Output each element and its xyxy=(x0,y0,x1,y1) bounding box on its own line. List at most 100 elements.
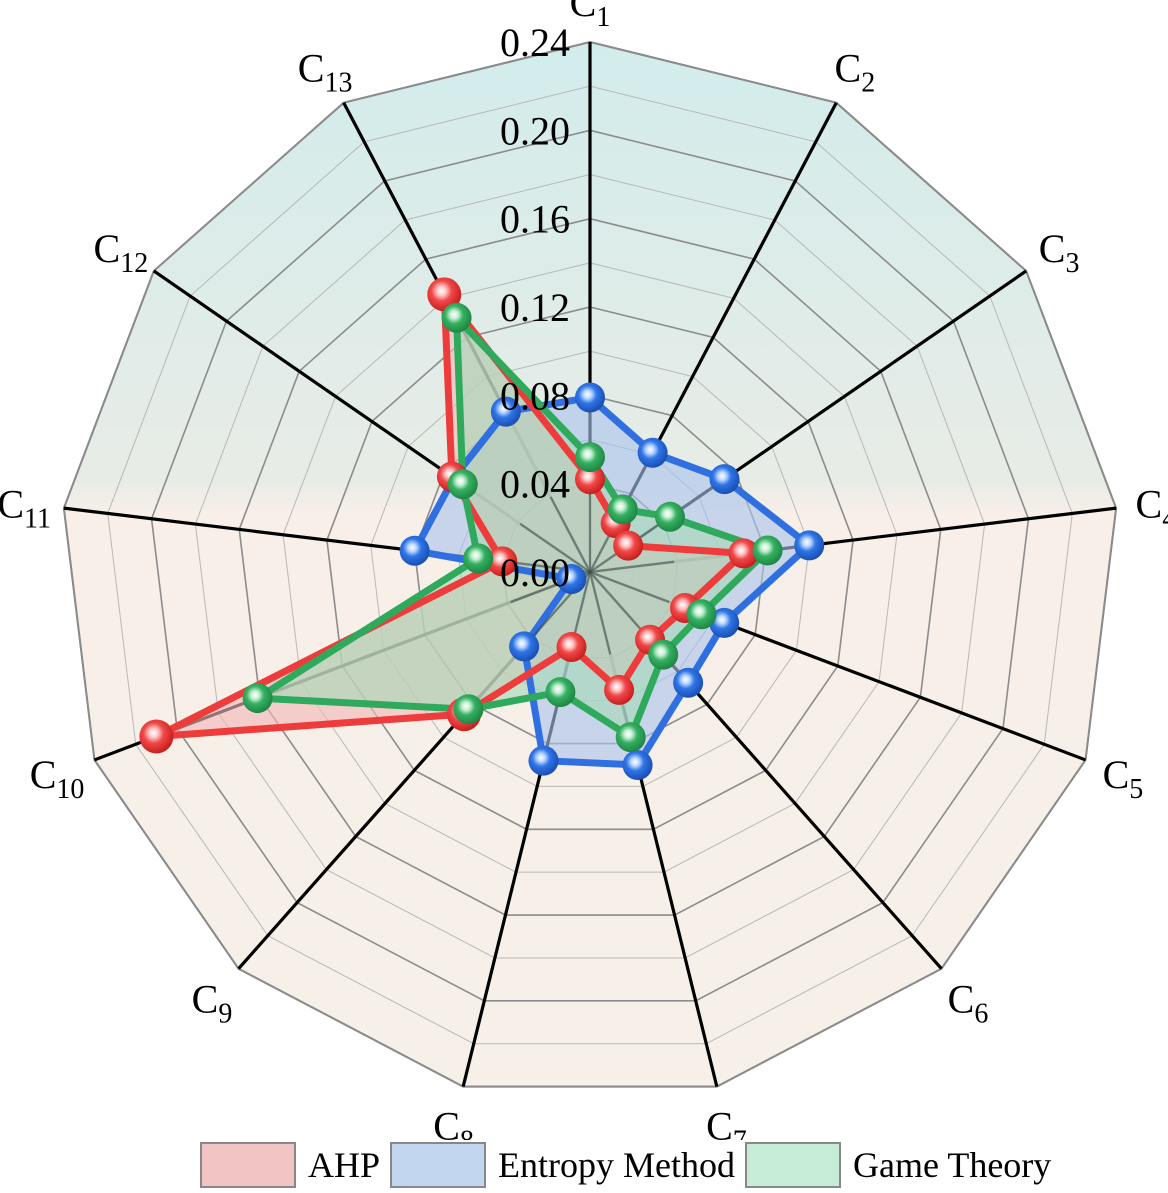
minor-grid-ring xyxy=(1043,513,1073,745)
data-point-entropy-method-c2 xyxy=(637,437,668,468)
data-point-ahp-c3 xyxy=(613,530,644,561)
data-point-entropy-method-c5 xyxy=(709,607,740,638)
grid-ring xyxy=(238,217,942,916)
data-point-game-theory-c3 xyxy=(654,501,685,532)
data-point-game-theory-c13 xyxy=(441,302,472,333)
radial-tick-label: 0.16 xyxy=(500,197,570,242)
axis-label-c9: C9 xyxy=(192,977,233,1030)
axis-label-c4: C4 xyxy=(1136,481,1168,534)
minor-grid-ring xyxy=(384,802,517,873)
minor-grid-ring xyxy=(443,736,538,787)
minor-grid-ring xyxy=(589,174,775,221)
minor-grid-ring xyxy=(405,174,591,221)
axis-labels: C1 C2 C3 C4 C5 C6 C7 C8 C9 C10 C11 C12 C13 xyxy=(0,0,1168,1140)
minor-grid-ring xyxy=(663,802,796,873)
data-point-game-theory-c4 xyxy=(752,535,783,566)
axis-label-c13: C13 xyxy=(298,45,353,98)
legend-label-ahp: AHP xyxy=(308,1145,381,1185)
minor-grid-ring xyxy=(961,524,986,714)
minor-grid-ring xyxy=(189,141,365,297)
data-point-entropy-method-c9 xyxy=(509,631,540,662)
minor-grid-ring xyxy=(267,935,474,1045)
axis-label-c8: C8 xyxy=(433,1103,474,1140)
minor-grid-ring xyxy=(815,141,991,297)
data-point-game-theory-c2 xyxy=(607,494,638,525)
legend-item-ahp[interactable]: AHP xyxy=(200,1142,380,1188)
radial-tick-label: 0.12 xyxy=(500,285,570,330)
minor-grid-ring xyxy=(692,376,773,447)
data-point-ahp-c11 xyxy=(487,546,518,577)
minor-grid-ring xyxy=(706,935,913,1045)
data-point-game-theory-c7 xyxy=(615,722,646,753)
data-point-entropy-method-c3 xyxy=(709,464,740,495)
radial-tick-label: 0.08 xyxy=(500,373,570,418)
minor-grid-ring xyxy=(335,297,447,397)
legend-swatch-game-theory xyxy=(745,1142,842,1188)
axis-label-c12: C12 xyxy=(94,226,149,279)
axis-label-c10: C10 xyxy=(30,752,85,805)
series-points xyxy=(139,277,825,780)
data-point-ahp-c7 xyxy=(604,674,635,705)
radar-chart: 0.000.040.080.120.160.200.24 C1C2C3C4C5C… xyxy=(0,0,1168,1140)
legend-swatch-entropy xyxy=(390,1142,487,1188)
minor-grid-ring xyxy=(589,350,693,377)
legend: AHP Entropy Method Game Theory xyxy=(200,1140,1061,1190)
legend-label-entropy: Entropy Method xyxy=(498,1145,736,1185)
inner-spoke xyxy=(519,522,591,573)
minor-grid-ring xyxy=(771,446,810,546)
minor-grid-ring xyxy=(911,743,1045,936)
grid-ring xyxy=(326,306,854,831)
minor-grid-ring xyxy=(878,534,898,682)
inner-spoke xyxy=(588,571,612,655)
inner-spoke xyxy=(589,560,675,574)
axis-label-c2: C2 xyxy=(835,45,876,98)
minor-grid-ring xyxy=(989,295,1073,514)
axis-label-c7: C7 xyxy=(706,1103,747,1140)
legend-label-game-theory: Game Theory xyxy=(853,1145,1052,1185)
axis-label-c5: C5 xyxy=(1103,752,1144,805)
radial-tick-label: 0.04 xyxy=(500,462,570,507)
minor-grid-ring xyxy=(843,396,898,535)
minor-grid-ring xyxy=(194,524,219,714)
minor-grid-ring xyxy=(684,869,854,959)
data-point-entropy-method-c4 xyxy=(794,530,825,561)
data-point-entropy-method-c6 xyxy=(673,667,704,698)
minor-grid-ring xyxy=(194,346,264,525)
data-point-ahp-c4 xyxy=(728,538,759,569)
inner-spoke xyxy=(589,570,670,604)
minor-grid-ring xyxy=(364,85,591,143)
minor-grid-ring xyxy=(774,219,918,347)
data-point-game-theory-c11 xyxy=(463,543,494,574)
grid-ring xyxy=(63,41,1117,1088)
grid-ring xyxy=(150,129,1030,1002)
minor-grid-ring xyxy=(589,85,816,143)
minor-grid-ring xyxy=(282,534,302,682)
radial-tick-labels: 0.00 0.04 0.08 0.12 0.16 0.20 0.24 xyxy=(500,20,570,595)
inner-spokes xyxy=(505,487,675,655)
minor-grid-ring xyxy=(107,513,137,745)
data-point-game-theory-c6 xyxy=(648,639,679,670)
minor-grid-ring xyxy=(853,712,963,870)
minor-grid-ring xyxy=(282,396,337,535)
legend-item-game-theory[interactable]: Game Theory xyxy=(745,1142,1051,1188)
data-point-game-theory-c5 xyxy=(686,599,717,630)
minor-grid-ring xyxy=(370,446,409,546)
axis-label-c1: C1 xyxy=(570,0,611,33)
data-point-ahp-c10 xyxy=(139,719,174,754)
axis-label-c3: C3 xyxy=(1039,226,1080,279)
data-point-entropy-method-c7 xyxy=(622,749,653,780)
data-point-game-theory-c12 xyxy=(447,469,478,500)
minor-grid-ring xyxy=(217,712,327,870)
data-point-game-theory-c9 xyxy=(453,694,484,725)
data-point-entropy-method-c8 xyxy=(528,745,559,776)
legend-item-entropy[interactable]: Entropy Method xyxy=(390,1142,735,1188)
legend-swatch-ahp xyxy=(200,1142,296,1188)
radial-tick-label: 0.24 xyxy=(500,20,570,65)
inner-spoke xyxy=(549,496,591,573)
minor-grid-ring xyxy=(736,650,797,738)
minor-grid-ring xyxy=(589,262,734,299)
data-point-entropy-method-c11 xyxy=(399,535,430,566)
minor-grid-ring xyxy=(107,295,191,514)
minor-grid-ring xyxy=(135,743,269,936)
inner-spoke xyxy=(589,571,648,637)
